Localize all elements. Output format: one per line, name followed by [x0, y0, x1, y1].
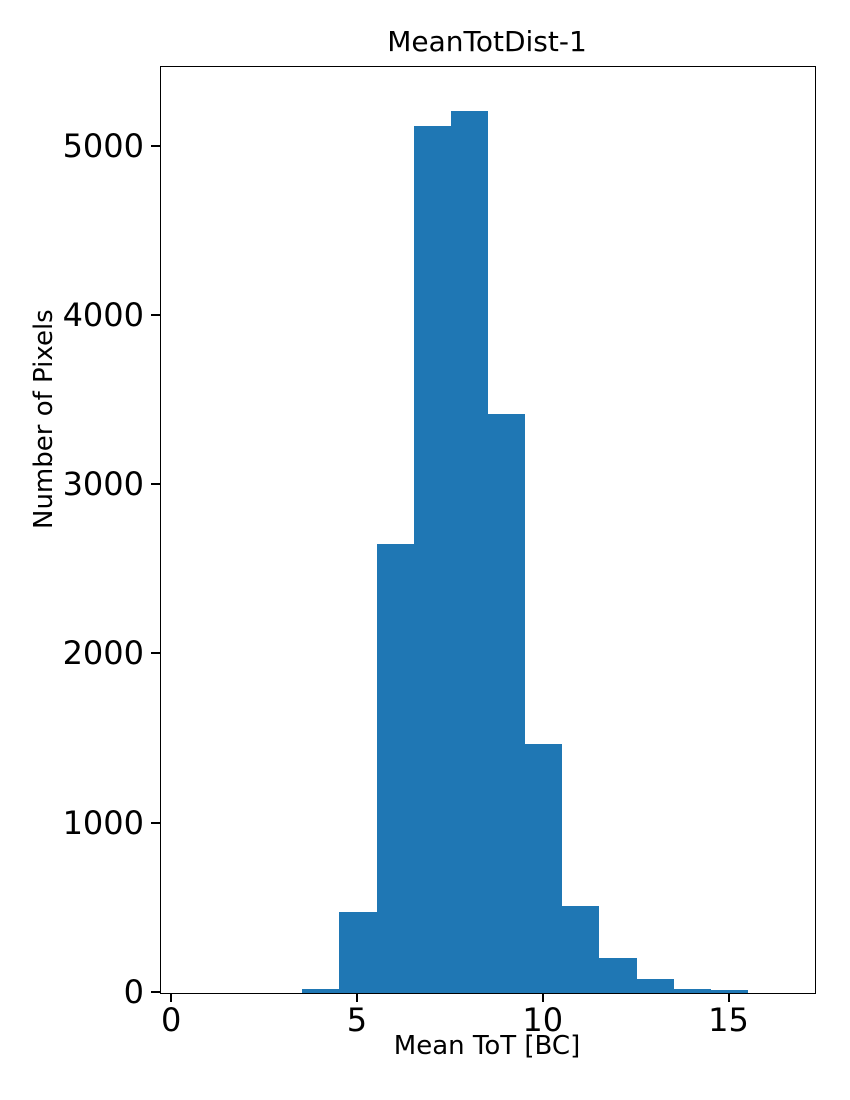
- histogram-bar: [636, 979, 674, 993]
- histogram-bar: [413, 126, 451, 993]
- y-tick-mark: [151, 144, 160, 147]
- x-tick-label: 0: [160, 1001, 182, 1039]
- y-tick-mark: [151, 991, 160, 993]
- x-axis-label: Mean ToT [BC]: [393, 1031, 581, 1061]
- x-tick-mark: [355, 993, 358, 1002]
- x-tick-mark: [170, 993, 173, 1002]
- histogram-bar: [525, 744, 563, 993]
- y-tick-mark: [151, 483, 160, 486]
- x-tick-label: 15: [708, 1001, 749, 1039]
- x-tick-label: 5: [346, 1001, 368, 1039]
- y-tick-mark: [151, 652, 160, 655]
- histogram-bar: [339, 911, 377, 993]
- histogram-bar: [562, 905, 600, 993]
- y-tick-label: 5000: [62, 126, 144, 165]
- y-tick-mark: [151, 313, 160, 316]
- y-tick-label: 0: [123, 973, 144, 1011]
- histogram-bar: [302, 988, 340, 993]
- histogram-bar: [376, 544, 414, 993]
- y-tick-label: 4000: [62, 295, 144, 334]
- y-tick-mark: [151, 821, 160, 824]
- x-tick-mark: [541, 993, 544, 1002]
- plot-area: [160, 66, 816, 994]
- y-tick-label: 2000: [62, 634, 144, 673]
- chart-title: MeanTotDist-1: [387, 25, 587, 58]
- x-tick-mark: [727, 993, 730, 1002]
- y-tick-label: 1000: [62, 803, 144, 842]
- y-tick-label: 3000: [62, 465, 144, 504]
- histogram-bar: [450, 111, 488, 993]
- x-tick-label: 10: [522, 1001, 564, 1039]
- histogram-bar: [488, 414, 526, 993]
- histogram-bar: [710, 990, 749, 993]
- histogram-bar: [599, 958, 637, 993]
- histogram-bar: [673, 988, 711, 993]
